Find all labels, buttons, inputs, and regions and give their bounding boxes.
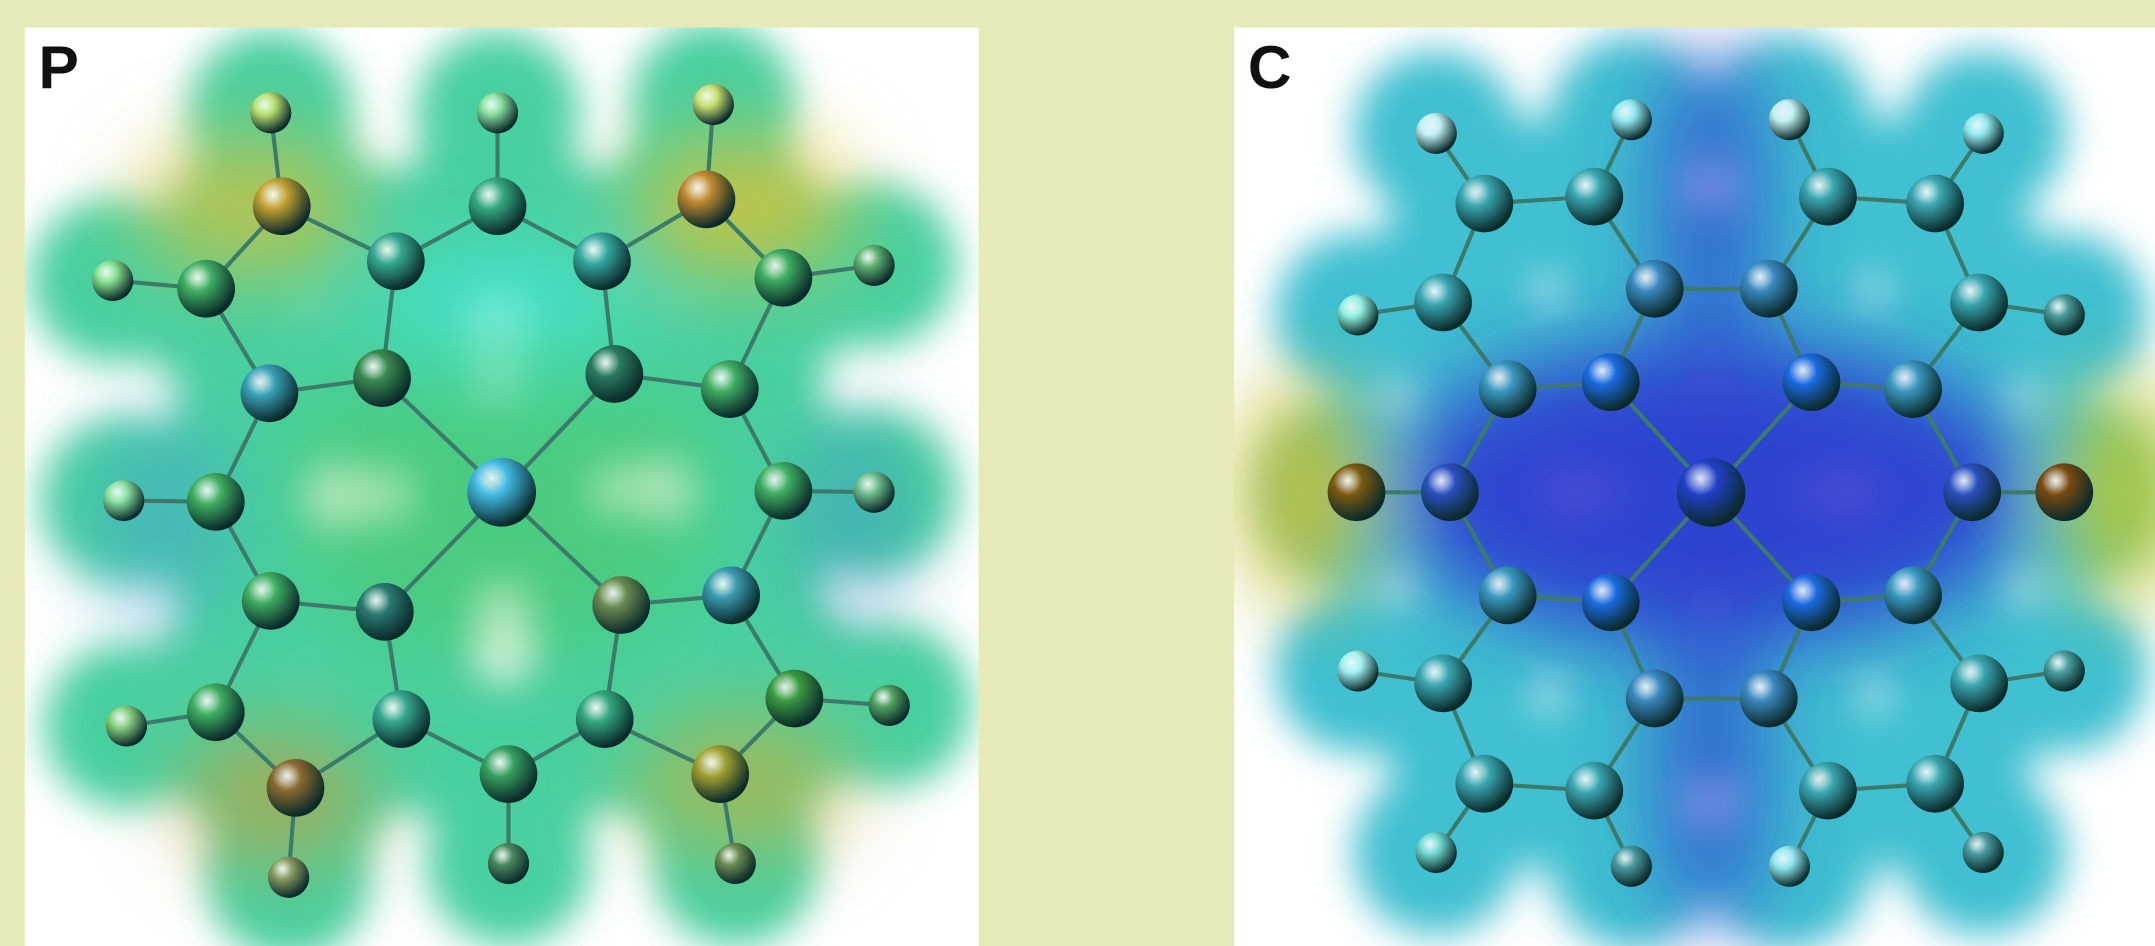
atom	[585, 345, 643, 403]
atom	[177, 260, 235, 318]
atom	[1769, 99, 1810, 140]
atom	[592, 576, 650, 634]
surface-patch	[1656, 41, 1766, 371]
atom	[241, 364, 299, 422]
atom	[1783, 353, 1841, 411]
atom	[1884, 360, 1942, 418]
atom	[467, 458, 536, 527]
atom	[573, 232, 631, 290]
atom	[869, 685, 910, 726]
atom	[1414, 274, 1472, 332]
atom	[1943, 463, 2001, 521]
atom	[678, 171, 736, 229]
atom	[187, 683, 245, 741]
atom	[1906, 175, 1964, 233]
surface-patch	[632, 138, 852, 276]
atom	[1799, 762, 1857, 820]
atom	[1337, 294, 1378, 335]
atom	[1950, 655, 2008, 713]
atom	[253, 177, 311, 235]
surface-patch	[1656, 605, 1766, 935]
atom	[1799, 168, 1857, 226]
panel-label: C	[1248, 33, 1292, 101]
atom	[1783, 573, 1841, 631]
atom	[853, 472, 894, 513]
atom	[1479, 567, 1537, 625]
atom	[250, 92, 291, 133]
panel-p: P	[25, 22, 979, 946]
atom	[1565, 168, 1623, 226]
atom	[1884, 567, 1942, 625]
atom	[576, 690, 634, 748]
atom	[372, 690, 430, 748]
page: {"panels": [{"label": "P"}, {"label": "C…	[0, 0, 2155, 946]
atom	[2044, 650, 2085, 691]
atom	[1479, 360, 1537, 418]
atom	[469, 177, 527, 235]
atom	[106, 705, 147, 746]
atom	[367, 232, 425, 290]
atom	[1626, 260, 1684, 318]
atom	[1328, 463, 1386, 521]
atom	[702, 567, 760, 625]
atom	[1565, 762, 1623, 820]
atom	[1740, 670, 1798, 728]
surface-patch	[137, 138, 357, 276]
atom	[488, 843, 529, 884]
atom	[1421, 463, 1479, 521]
atom	[267, 759, 325, 817]
atom	[1769, 846, 1810, 887]
atom	[187, 473, 245, 531]
atom	[1906, 755, 1964, 813]
atom	[1963, 832, 2004, 873]
atom	[1740, 260, 1798, 318]
atom	[268, 857, 309, 898]
atom	[1455, 755, 1513, 813]
atom	[103, 480, 144, 521]
atom	[1414, 655, 1472, 713]
figure: P C	[0, 0, 2155, 946]
atom	[1677, 458, 1746, 527]
atom	[755, 462, 813, 520]
atom	[1611, 846, 1652, 887]
atom	[353, 349, 411, 407]
atom	[480, 745, 538, 803]
atom	[1582, 573, 1640, 631]
atom	[853, 245, 894, 286]
atom	[1416, 832, 1457, 873]
panel-label: P	[38, 33, 78, 101]
atom	[691, 745, 749, 803]
atom	[693, 84, 734, 125]
surface-patch	[797, 413, 907, 633]
atom	[1337, 650, 1378, 691]
atom	[1963, 113, 2004, 154]
atom	[1950, 274, 2008, 332]
atom	[1455, 175, 1513, 233]
atom	[1626, 670, 1684, 728]
atom	[766, 670, 824, 728]
atom	[715, 843, 756, 884]
atom	[356, 583, 414, 641]
atom	[1582, 353, 1640, 411]
panel-c: C	[1234, 28, 2155, 946]
atom	[755, 249, 813, 307]
atom	[477, 92, 518, 133]
atom	[2044, 294, 2085, 335]
atom	[1416, 113, 1457, 154]
atom	[2035, 463, 2093, 521]
atom	[1611, 99, 1652, 140]
atom	[701, 360, 759, 418]
atom	[92, 260, 133, 301]
atom	[242, 572, 300, 630]
